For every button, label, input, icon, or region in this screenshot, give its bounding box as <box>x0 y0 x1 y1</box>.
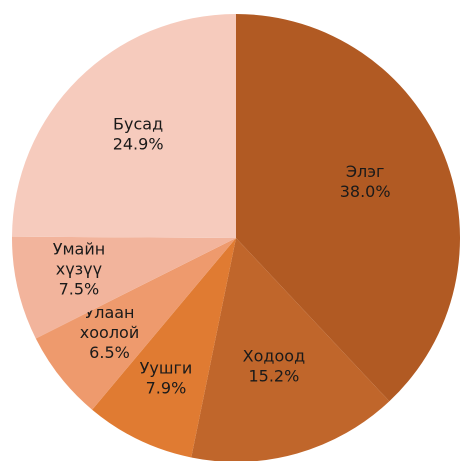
pie-slice <box>11 236 236 339</box>
slice-label-line: Бусад <box>113 114 163 133</box>
value-label: 38.0% <box>340 182 391 201</box>
slice-label: Ходоод <box>243 347 305 366</box>
value-label: 7.5% <box>59 280 100 299</box>
pie-slice <box>236 14 460 402</box>
slice-label-line: Ходоод <box>243 347 305 366</box>
slice-label-line: Улаан <box>84 303 134 322</box>
slice-label-line: хоолой <box>80 323 139 342</box>
slice-label-line: хүзүү <box>56 260 102 279</box>
value-label: 24.9% <box>113 134 164 153</box>
slice-label: Улаан хоолой <box>80 303 139 342</box>
value-label: 7.9% <box>146 378 187 397</box>
slice-label: Бусад <box>113 114 163 133</box>
pie-slice <box>191 238 390 462</box>
pie-slice <box>35 238 236 410</box>
value-label: 6.5% <box>89 343 130 362</box>
value-label: 15.2% <box>248 367 299 386</box>
slice-label: Умайн хүзүү <box>53 240 105 279</box>
slice-label-line: Уушги <box>140 358 193 377</box>
slice-label: Уушги <box>140 358 193 377</box>
slice-label-line: Умайн <box>53 240 105 259</box>
slice-label-line: Элэг <box>346 162 385 181</box>
slice-label: Элэг <box>346 162 385 181</box>
pie-slice <box>92 238 236 458</box>
pie-slice <box>12 14 236 238</box>
